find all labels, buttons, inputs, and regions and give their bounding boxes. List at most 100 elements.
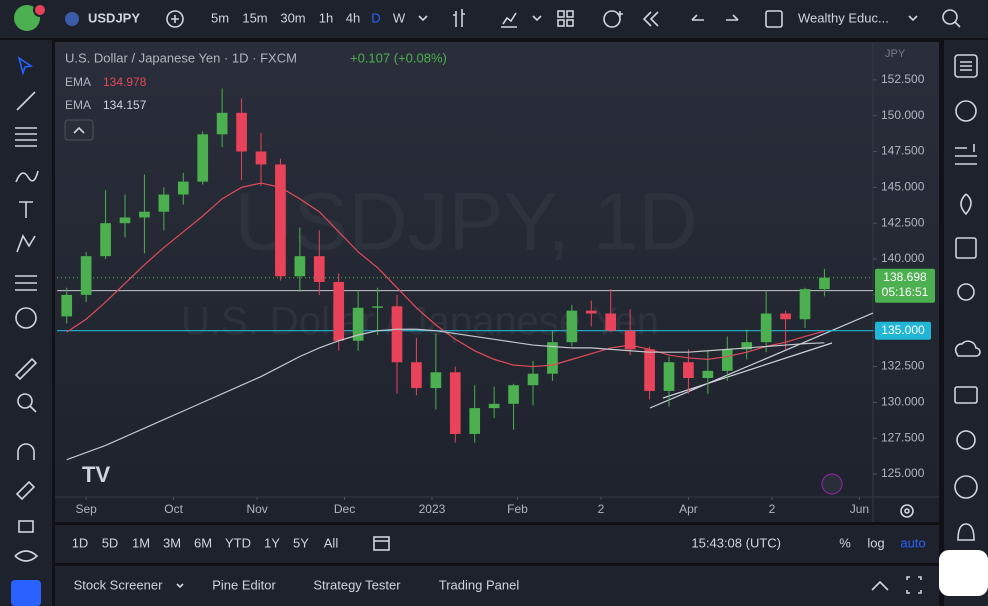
candle-body	[741, 342, 753, 350]
tab-menu[interactable]	[176, 583, 184, 589]
watermark-title: USDJPY, 1D	[234, 177, 697, 268]
countdown: 05:16:51	[882, 285, 929, 299]
symbol[interactable]: USDJPY	[88, 10, 140, 25]
interval-menu[interactable]	[418, 15, 428, 22]
clock[interactable]: 15:43:08 (UTC)	[691, 535, 781, 550]
candle-body	[411, 362, 422, 389]
alert[interactable]	[603, 10, 623, 28]
interval[interactable]: 4h	[346, 10, 360, 25]
chat-widget[interactable]	[939, 550, 988, 596]
undo-redo[interactable]	[691, 14, 739, 21]
candle-body	[605, 313, 617, 331]
plot: 125.000127.500130.000132.500135.000137.5…	[57, 72, 935, 516]
candle-body	[80, 256, 92, 295]
panel-tab[interactable]: Strategy Tester	[313, 577, 401, 592]
percent-toggle[interactable]: %	[839, 535, 851, 550]
candle-body	[372, 306, 383, 308]
collapse-icon	[73, 126, 85, 134]
price-line-label: 135.000	[881, 323, 925, 337]
settings[interactable]	[900, 504, 914, 518]
candle-body	[139, 211, 150, 218]
add-symbol[interactable]	[166, 10, 184, 28]
search[interactable]	[942, 9, 961, 28]
range[interactable]: 1Y	[264, 535, 280, 550]
right-tools[interactable]	[954, 54, 981, 541]
layouts[interactable]	[557, 10, 574, 27]
candle-body	[313, 256, 325, 282]
log-toggle[interactable]: log	[867, 535, 884, 550]
currency[interactable]: JPY	[885, 48, 906, 60]
panel-controls[interactable]	[871, 576, 922, 594]
layout-checkbox[interactable]	[765, 10, 783, 28]
indicators[interactable]	[501, 12, 542, 28]
candle-body	[566, 310, 578, 343]
candle-body	[644, 349, 655, 391]
candle-body	[469, 408, 481, 434]
range[interactable]: All	[324, 535, 339, 550]
notification-dot	[33, 3, 47, 17]
y-tick-label: 130.000	[881, 395, 925, 409]
y-tick-label: 150.000	[881, 108, 925, 122]
interval[interactable]: 30m	[280, 10, 305, 25]
panel-tab[interactable]: Stock Screener	[74, 577, 164, 592]
x-tick-label: Nov	[246, 502, 267, 516]
candle-body	[449, 372, 461, 434]
legend-change: +0.107 (+0.08%)	[350, 50, 447, 65]
range[interactable]: 5Y	[293, 535, 309, 550]
candle-body	[508, 385, 519, 404]
y-tick-label: 152.500	[881, 72, 925, 86]
panel-tab[interactable]: Trading Panel	[439, 577, 520, 592]
range-bar	[55, 525, 939, 563]
range[interactable]: 1D	[72, 535, 89, 550]
date-range[interactable]	[373, 536, 390, 551]
candle-body	[333, 281, 345, 341]
ema-line	[66, 328, 825, 461]
ema-value: 134.978	[103, 75, 147, 89]
candle-body	[61, 294, 73, 317]
tv-logo: TV	[82, 462, 110, 487]
interval[interactable]: 1h	[319, 10, 333, 25]
flag-icon	[65, 12, 79, 26]
interval-active[interactable]: D	[371, 10, 380, 25]
candle-body	[236, 112, 247, 152]
candle-body	[663, 362, 675, 391]
y-tick-label: 145.000	[881, 180, 925, 194]
layout-name[interactable]: Wealthy Educ...	[798, 10, 889, 25]
interval[interactable]: 15m	[242, 10, 267, 25]
event-icon[interactable]	[821, 473, 843, 495]
x-tick-label: Feb	[507, 502, 528, 516]
candle-body	[119, 217, 131, 224]
auto-toggle[interactable]: auto	[900, 535, 925, 550]
y-tick-label: 140.000	[881, 251, 925, 265]
range[interactable]: 5D	[102, 535, 119, 550]
range[interactable]: 3M	[163, 535, 181, 550]
candle-body	[547, 342, 558, 374]
candle-body	[197, 134, 209, 182]
interval[interactable]: 5m	[211, 10, 229, 25]
x-tick-label: Sep	[75, 502, 97, 516]
collapse-legend[interactable]	[64, 119, 94, 141]
candle-body	[819, 277, 830, 290]
left-tools[interactable]	[14, 56, 39, 562]
candle-body	[527, 373, 539, 386]
candle-body	[585, 310, 597, 314]
candle-body	[721, 349, 733, 371]
layout-menu[interactable]	[908, 15, 918, 22]
chart-panel	[55, 42, 939, 522]
range[interactable]: 1M	[132, 535, 150, 550]
y-tick-label: 147.500	[881, 144, 925, 158]
x-tick-label: Dec	[334, 502, 355, 516]
interval[interactable]: W	[393, 10, 406, 25]
panel-tab[interactable]: Pine Editor	[212, 577, 276, 592]
chart-type[interactable]	[453, 9, 465, 27]
x-tick-label: Jun	[850, 502, 869, 516]
x-tick-label: 2	[769, 502, 776, 516]
candle-body	[760, 313, 772, 343]
range[interactable]: 6M	[194, 535, 212, 550]
legend-description: U.S. Dollar / Japanese Yen · 1D · FXCM	[65, 50, 297, 65]
x-tick-label: Apr	[679, 502, 698, 516]
range[interactable]: YTD	[225, 535, 251, 550]
x-tick-label: Oct	[164, 502, 183, 516]
link-button[interactable]	[11, 580, 41, 606]
replay[interactable]	[642, 11, 659, 27]
